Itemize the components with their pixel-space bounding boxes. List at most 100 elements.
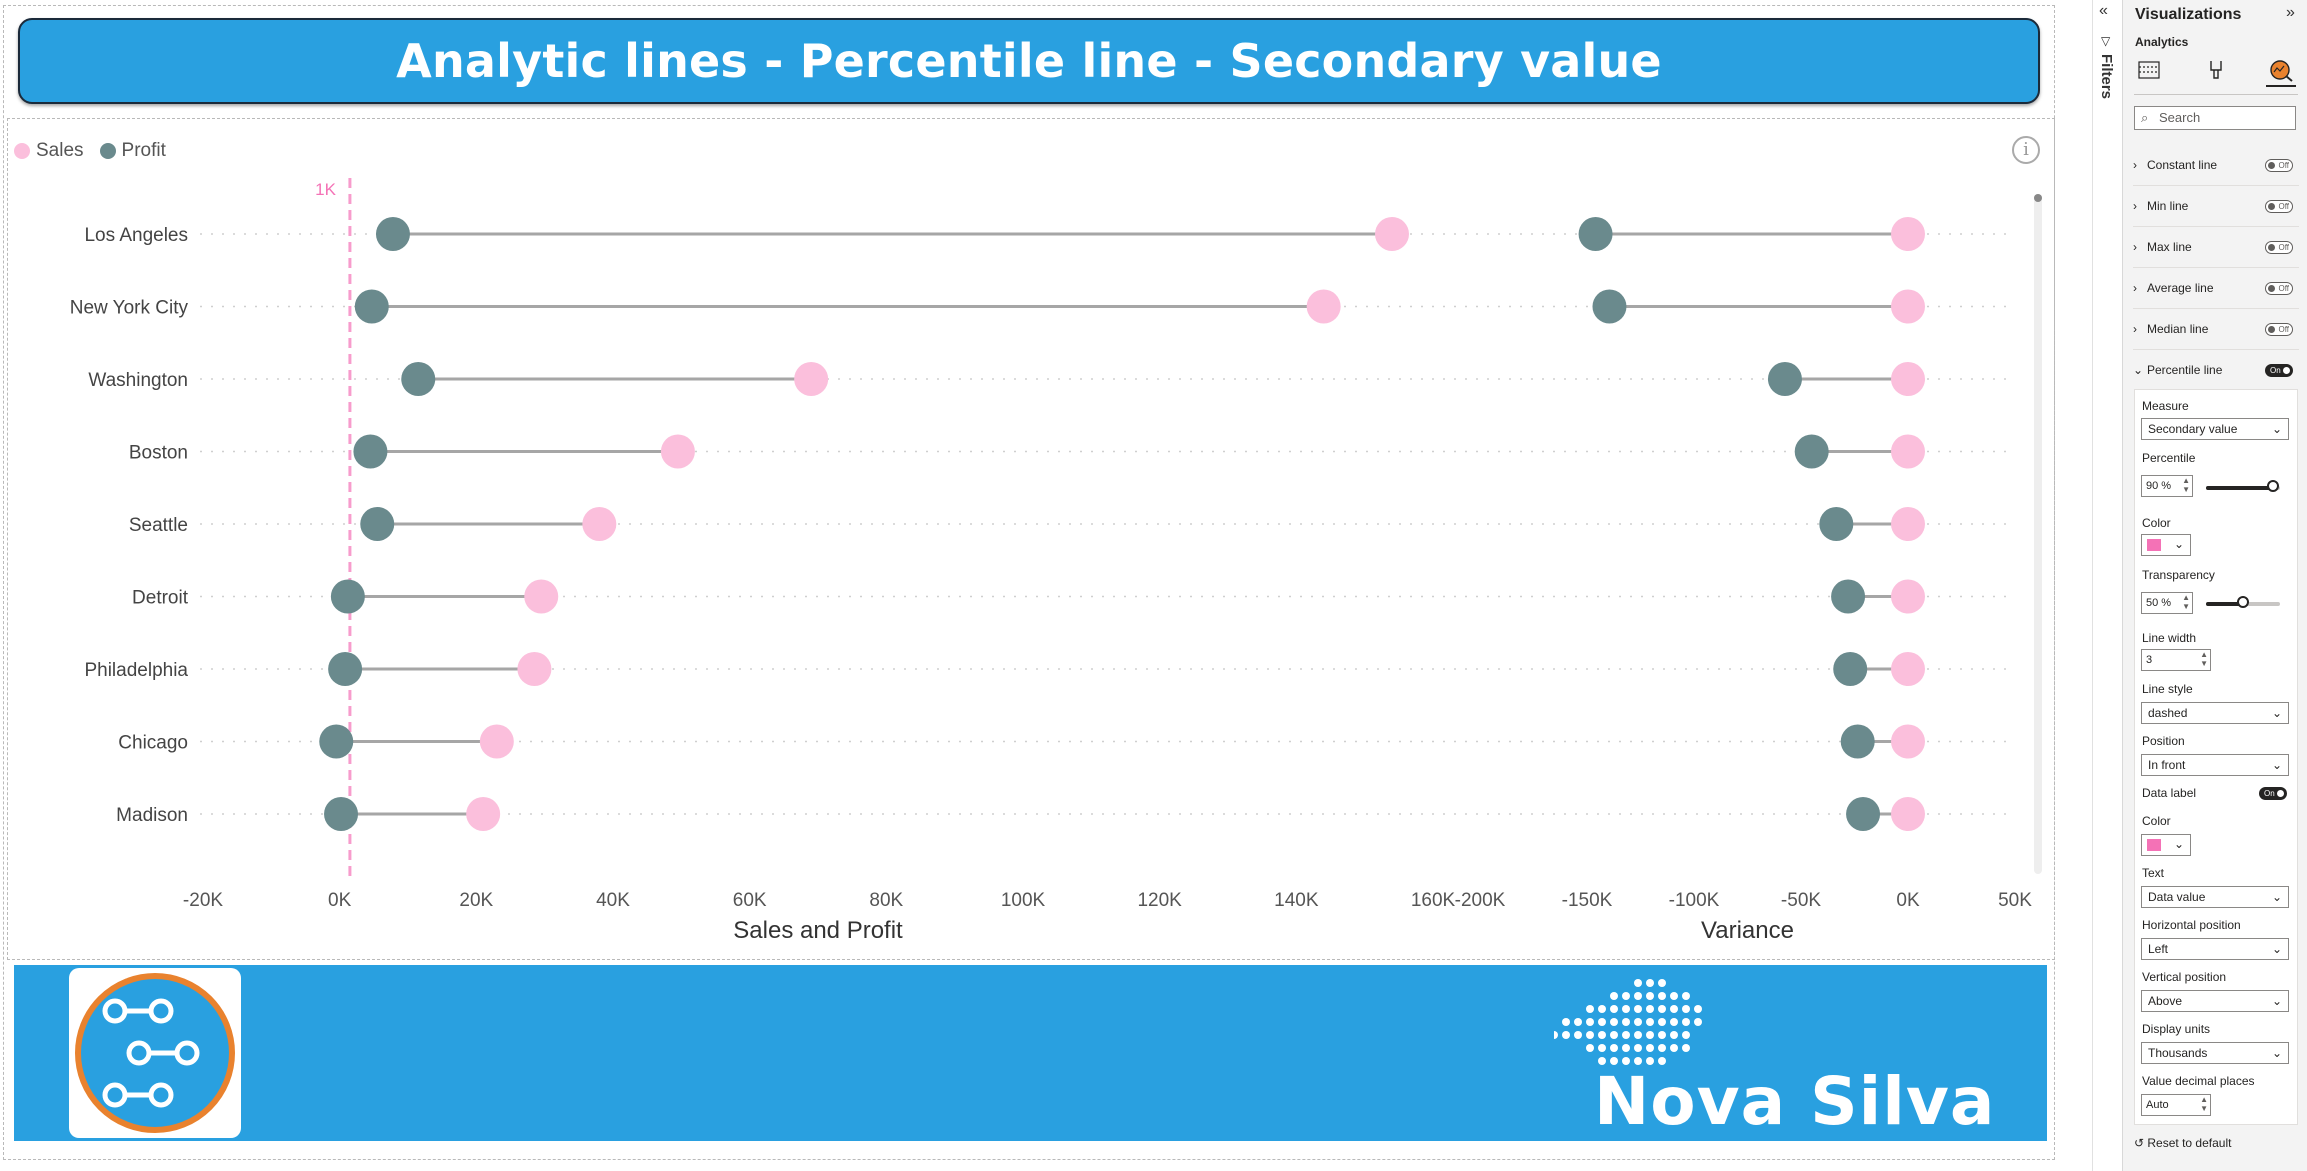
measure-dropdown[interactable]: Secondary value ⌄ <box>2141 418 2289 440</box>
spinner-arrows-icon[interactable]: ▲ ▼ <box>2200 1095 2208 1113</box>
line-style-label: Line style <box>2142 682 2193 696</box>
data-label-toggle[interactable]: On <box>2259 787 2287 800</box>
transparency-slider[interactable] <box>2206 596 2280 608</box>
percentile-slider[interactable] <box>2206 480 2280 492</box>
reset-to-default-link[interactable]: ↺ Reset to default <box>2134 1136 2231 1150</box>
collapse-filters-icon[interactable]: « <box>2099 2 2108 19</box>
position-dropdown[interactable]: In front ⌄ <box>2141 754 2289 776</box>
toggle-text: Off <box>2278 324 2289 334</box>
spinner-arrows-icon[interactable]: ▲ ▼ <box>2182 476 2190 494</box>
logo-dot <box>1574 1031 1582 1039</box>
expand-pane-icon[interactable]: » <box>2286 4 2295 21</box>
section-average-line[interactable]: › Average line Off <box>2133 268 2299 309</box>
report-canvas: Analytic lines - Percentile line - Secon… <box>3 5 2055 1160</box>
toggle-average-line[interactable]: Off <box>2265 281 2293 295</box>
transparency-value: 50 % <box>2146 597 2172 609</box>
percentile-input[interactable]: 90 % ▲ ▼ <box>2141 475 2193 497</box>
section-min-line[interactable]: › Min line Off <box>2133 186 2299 227</box>
toggle-text: Off <box>2278 201 2289 211</box>
vertical-position-dropdown[interactable]: Above ⌄ <box>2141 990 2289 1012</box>
section-constant-line[interactable]: › Constant line Off <box>2133 145 2299 186</box>
label-color-label: Color <box>2142 814 2171 828</box>
logo-dot <box>1658 1005 1666 1013</box>
spinner-arrows-icon[interactable]: ▲ ▼ <box>2182 593 2190 611</box>
spinner-arrows-icon[interactable]: ▲ ▼ <box>2200 650 2208 668</box>
text-value: Data value <box>2148 890 2206 904</box>
vertical-position-value: Above <box>2148 994 2183 1008</box>
section-median-line[interactable]: › Median line Off <box>2133 309 2299 350</box>
transparency-input[interactable]: 50 % ▲ ▼ <box>2141 592 2193 614</box>
horizontal-position-label: Horizontal position <box>2142 918 2241 932</box>
toggle-median-line[interactable]: Off <box>2265 322 2293 336</box>
profit-marker <box>375 217 410 251</box>
line-style-dropdown[interactable]: dashed ⌄ <box>2141 702 2289 724</box>
horizontal-position-dropdown[interactable]: Left ⌄ <box>2141 938 2289 960</box>
profit-marker <box>319 724 354 759</box>
logo-dot <box>1634 1044 1642 1052</box>
slider-thumb[interactable] <box>2266 480 2279 492</box>
sales-marker <box>1891 507 1925 541</box>
logo-dot <box>1670 992 1678 1000</box>
logo-dot <box>1634 1005 1642 1013</box>
chevron-right-icon: › <box>2133 322 2137 336</box>
measure-value: Secondary value <box>2148 422 2238 436</box>
sales-marker <box>1891 797 1925 831</box>
slider-thumb[interactable] <box>2237 596 2249 608</box>
display-units-label: Display units <box>2142 1022 2211 1036</box>
format-visual-tab[interactable] <box>2201 55 2231 85</box>
visualizations-title: Visualizations <box>2135 6 2242 23</box>
line-color-picker[interactable]: ⌄ <box>2141 534 2191 556</box>
section-label: Max line <box>2147 240 2192 254</box>
title-banner[interactable]: Analytic lines - Percentile line - Secon… <box>18 18 2040 104</box>
legend-item-sales[interactable]: Sales <box>14 140 84 162</box>
dumbbell-chart: Los Angeles New York City Washington Boston… <box>70 178 2042 944</box>
x-tick-label: -100K <box>1669 890 1720 911</box>
category-label: Chicago <box>118 733 188 754</box>
logo-dot <box>1646 979 1654 987</box>
display-units-dropdown[interactable]: Thousands ⌄ <box>2141 1042 2289 1064</box>
toggle-min-line[interactable]: Off <box>2265 199 2293 213</box>
chevron-right-icon: › <box>2133 199 2137 213</box>
search-input[interactable]: ⌕ Search <box>2134 106 2296 130</box>
category-label: Seattle <box>129 515 188 536</box>
filters-pane[interactable]: « ▽ <box>2092 0 2123 1171</box>
decimal-places-input[interactable]: Auto ▲ ▼ <box>2141 1094 2211 1116</box>
x-tick-label: -50K <box>1781 890 1821 911</box>
legend-item-profit[interactable]: Profit <box>99 140 166 162</box>
network-logo-icon <box>75 973 235 1133</box>
logo-dot <box>1574 1018 1582 1026</box>
profit-marker <box>1833 652 1868 686</box>
logo-dot <box>1622 1057 1630 1065</box>
filters-label[interactable]: Filters <box>2098 54 2115 100</box>
profit-marker <box>1831 579 1866 614</box>
line-width-input[interactable]: 3 ▲ ▼ <box>2141 649 2211 671</box>
x-axis-title: Sales and Profit <box>733 917 903 944</box>
logo-dot <box>1646 1044 1654 1052</box>
analytics-tab[interactable] <box>2266 55 2296 87</box>
app-logo <box>69 968 241 1138</box>
section-percentile-line[interactable]: ⌄ Percentile line On <box>2133 350 2299 390</box>
category-label: Philadelphia <box>84 660 188 681</box>
logo-dot <box>1610 1044 1618 1052</box>
sales-marker <box>517 652 552 686</box>
build-visual-tab[interactable] <box>2134 55 2164 85</box>
footer-banner: Nova Silva <box>14 965 2047 1141</box>
section-max-line[interactable]: › Max line Off <box>2133 227 2299 268</box>
text-dropdown[interactable]: Data value ⌄ <box>2141 886 2289 908</box>
chart-visual[interactable] <box>7 118 2055 960</box>
profit-marker <box>1578 217 1613 251</box>
section-label: Average line <box>2147 281 2214 295</box>
logo-dot <box>1598 1057 1606 1065</box>
label-color-picker[interactable]: ⌄ <box>2141 834 2191 856</box>
color-swatch <box>2147 539 2161 551</box>
logo-dot <box>1658 992 1666 1000</box>
decimal-places-label: Value decimal places <box>2142 1074 2255 1088</box>
profit-marker <box>353 434 388 469</box>
position-value: In front <box>2148 758 2186 772</box>
search-icon: ⌕ <box>2141 110 2149 125</box>
chevron-down-icon: ⌄ <box>2271 706 2282 720</box>
toggle-percentile-line[interactable]: On <box>2265 363 2293 377</box>
toggle-constant-line[interactable]: Off <box>2265 158 2293 172</box>
toggle-max-line[interactable]: Off <box>2265 240 2293 254</box>
info-icon[interactable]: i <box>2012 136 2040 164</box>
